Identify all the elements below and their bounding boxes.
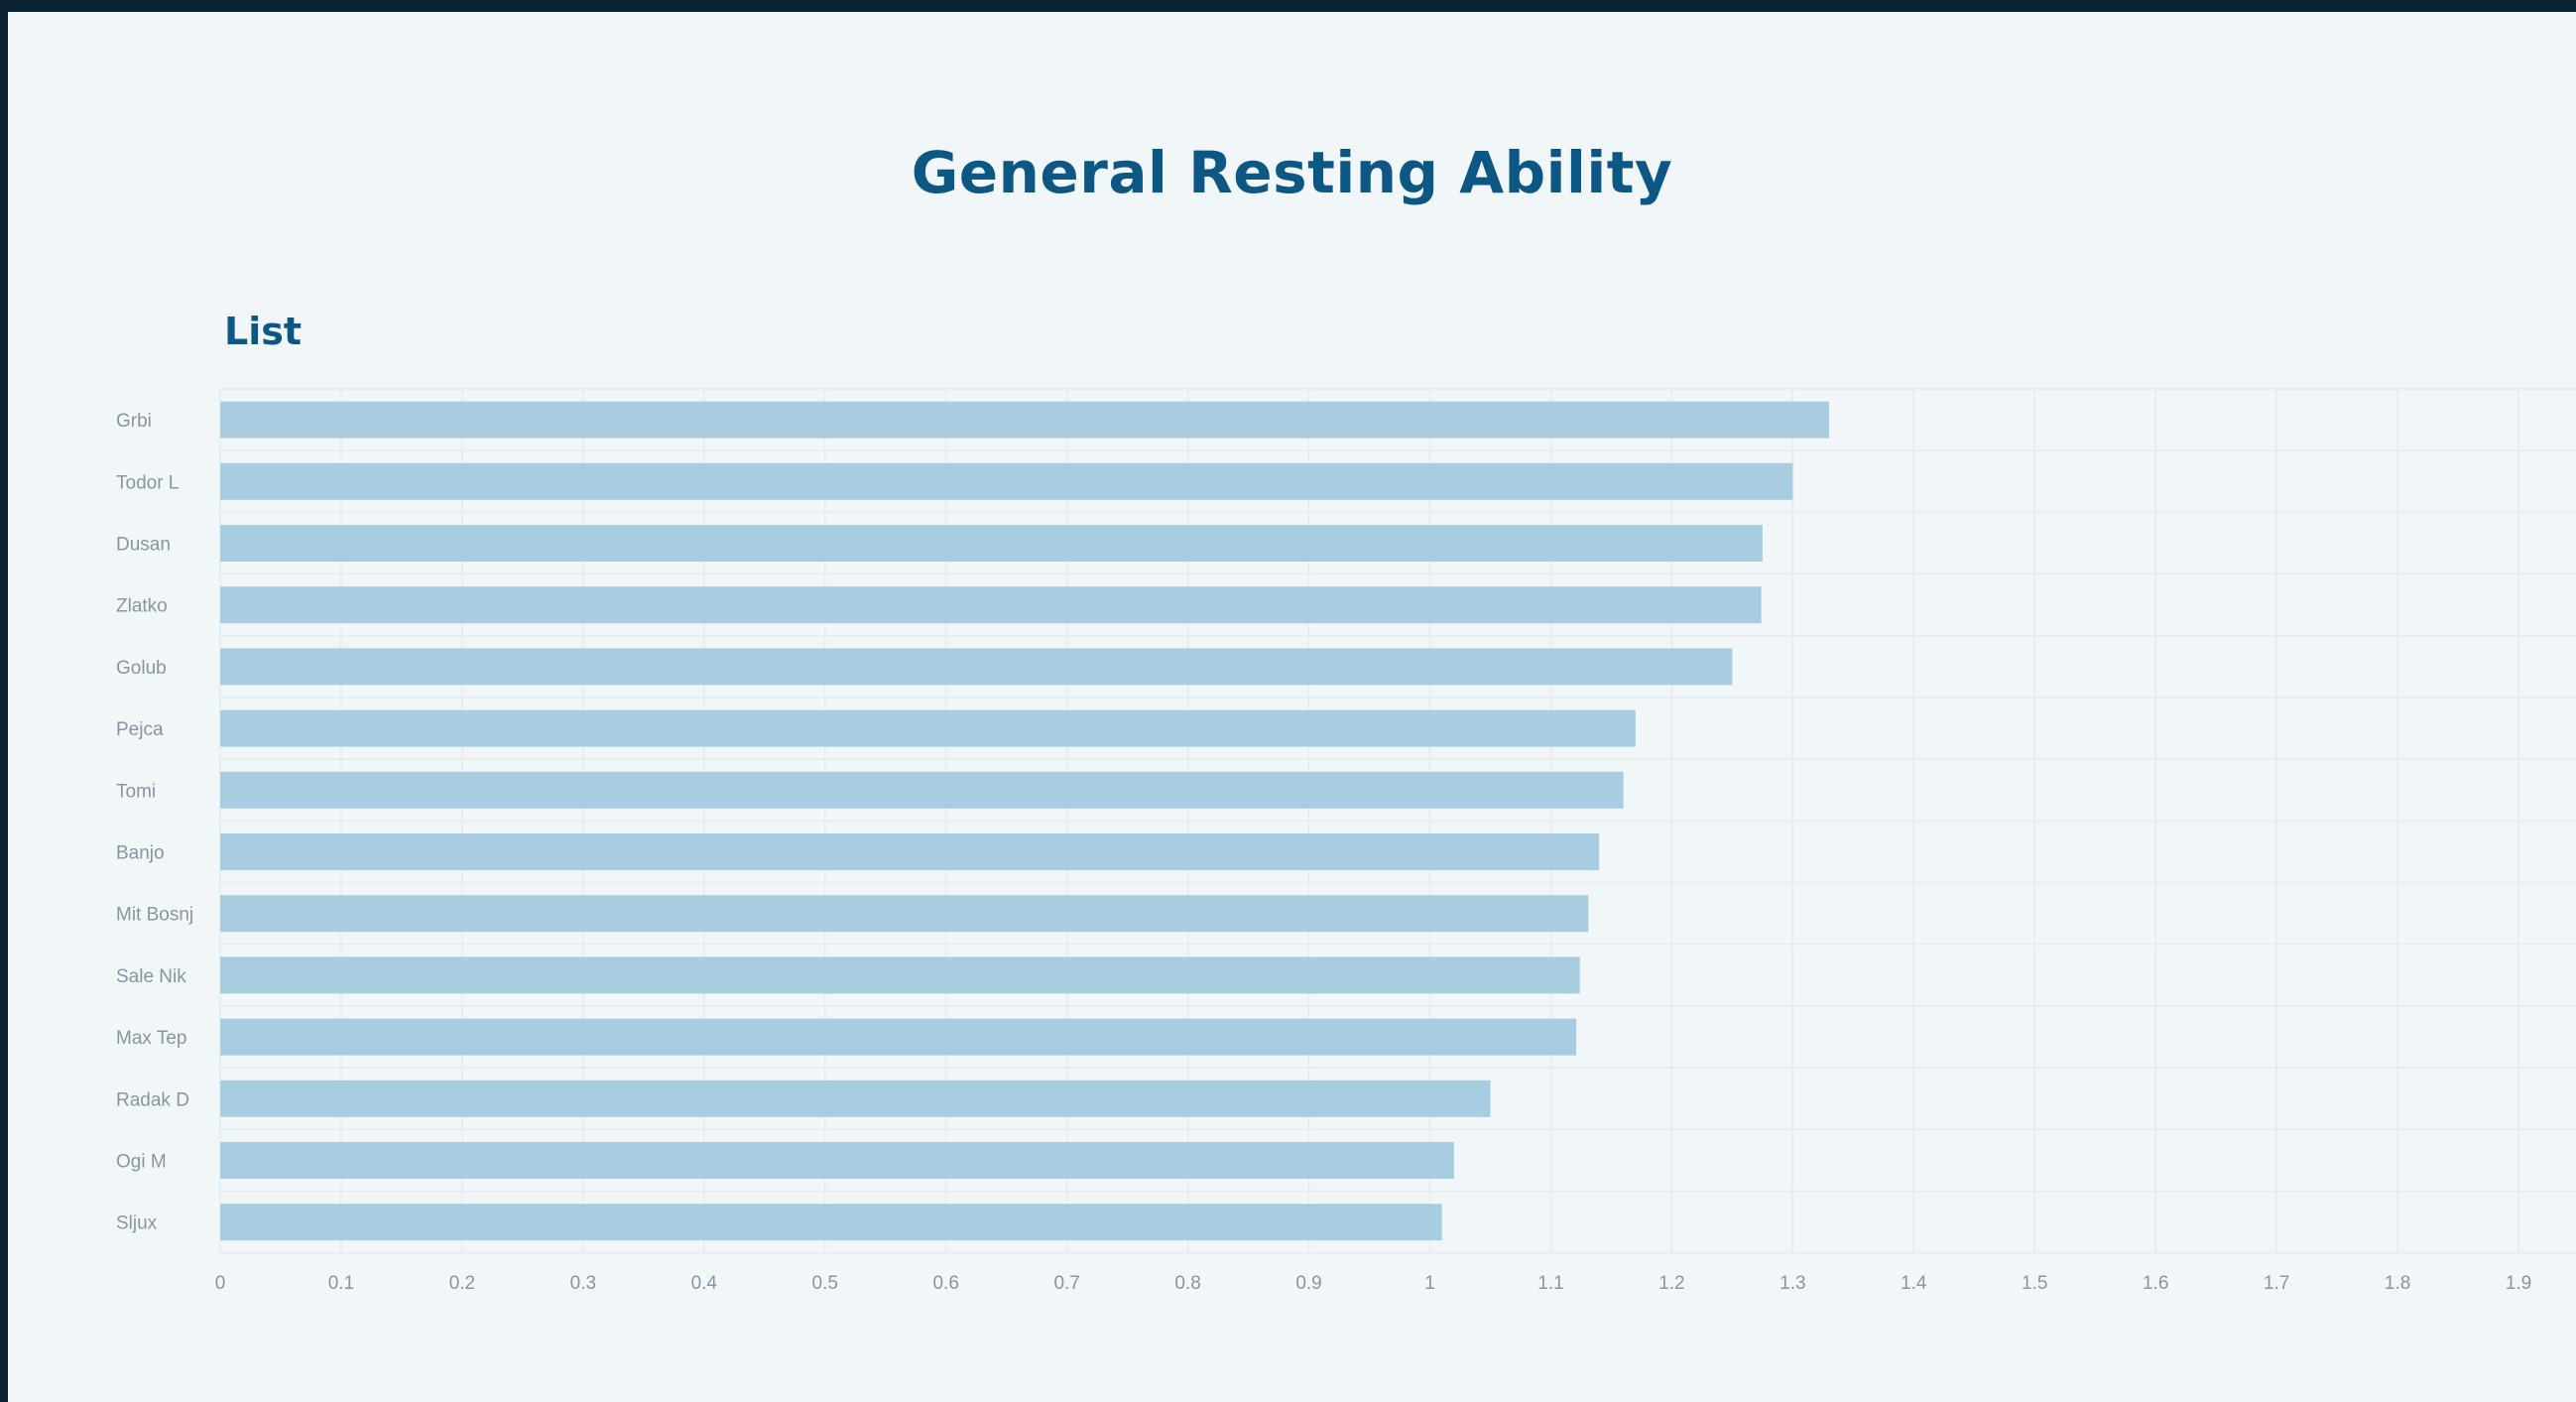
bar[interactable]: [220, 833, 1600, 870]
x-tick-label: 1.9: [2506, 1273, 2531, 1294]
chart-bars: [220, 401, 1829, 1241]
x-tick-label: 1.5: [2022, 1273, 2047, 1294]
chart-title: List: [224, 310, 303, 353]
x-tick-label: 1.7: [2264, 1273, 2289, 1294]
x-tick-label: 0.5: [812, 1273, 838, 1294]
category-labels: Grbi Todor L Dusan Zlatko Golub Pejca Tomi Banj…: [116, 411, 193, 1234]
category-label: Zlatko: [116, 596, 168, 617]
bar[interactable]: [220, 401, 1829, 439]
category-label: Grbi: [116, 411, 152, 432]
category-label: Golub: [116, 658, 167, 679]
bar[interactable]: [220, 1142, 1454, 1179]
x-tick-label: 1.3: [1779, 1273, 1805, 1294]
category-label: Radak D: [116, 1089, 189, 1110]
x-tick-label: 1.2: [1658, 1273, 1684, 1294]
x-tick-label: 1.6: [2143, 1273, 2168, 1294]
x-axis-tick-labels: 0 0.1 0.2 0.3 0.4 0.5 0.6 0.7 0.8 0.9 1 1.1 1.2 1.3 1.…: [215, 1273, 2532, 1294]
category-label: Ogi M: [116, 1152, 167, 1173]
x-tick-label: 0.3: [570, 1273, 596, 1294]
x-tick-label: 1.1: [1537, 1273, 1563, 1294]
x-tick-label: 0.2: [449, 1273, 475, 1294]
category-label: Tomi: [116, 781, 156, 802]
category-label: Dusan: [116, 535, 171, 556]
category-label: Todor L: [116, 472, 179, 493]
category-label: Pejca: [116, 719, 164, 740]
x-tick-label: 1: [1424, 1273, 1435, 1294]
x-tick-label: 0.8: [1174, 1273, 1200, 1294]
category-label: Sljux: [116, 1213, 158, 1234]
x-tick-label: 0.6: [932, 1273, 958, 1294]
bar[interactable]: [220, 956, 1580, 994]
x-tick-label: 1.4: [1901, 1273, 1927, 1294]
x-tick-label: 0.9: [1295, 1273, 1321, 1294]
x-tick-label: 1.8: [2385, 1273, 2410, 1294]
bar[interactable]: [220, 895, 1589, 933]
category-label: Max Tep: [116, 1028, 186, 1049]
category-label: Banjo: [116, 843, 165, 864]
x-tick-label: 0: [215, 1273, 226, 1294]
bar[interactable]: [220, 709, 1636, 747]
x-tick-label: 0.7: [1053, 1273, 1079, 1294]
bar[interactable]: [220, 771, 1624, 809]
bar[interactable]: [220, 1204, 1442, 1241]
category-label: Mit Bosnj: [116, 905, 193, 926]
x-tick-label: 0.4: [691, 1273, 718, 1294]
bar[interactable]: [220, 1018, 1577, 1056]
bar[interactable]: [220, 586, 1762, 624]
chart-grid: [219, 388, 2576, 1254]
bar[interactable]: [220, 648, 1733, 686]
bar[interactable]: [220, 525, 1763, 562]
x-tick-label: 0.1: [328, 1273, 354, 1294]
page-title: General Resting Ability: [911, 139, 1673, 206]
bar[interactable]: [220, 462, 1793, 500]
bar[interactable]: [220, 1080, 1491, 1117]
category-label: Sale Nik: [116, 966, 186, 987]
